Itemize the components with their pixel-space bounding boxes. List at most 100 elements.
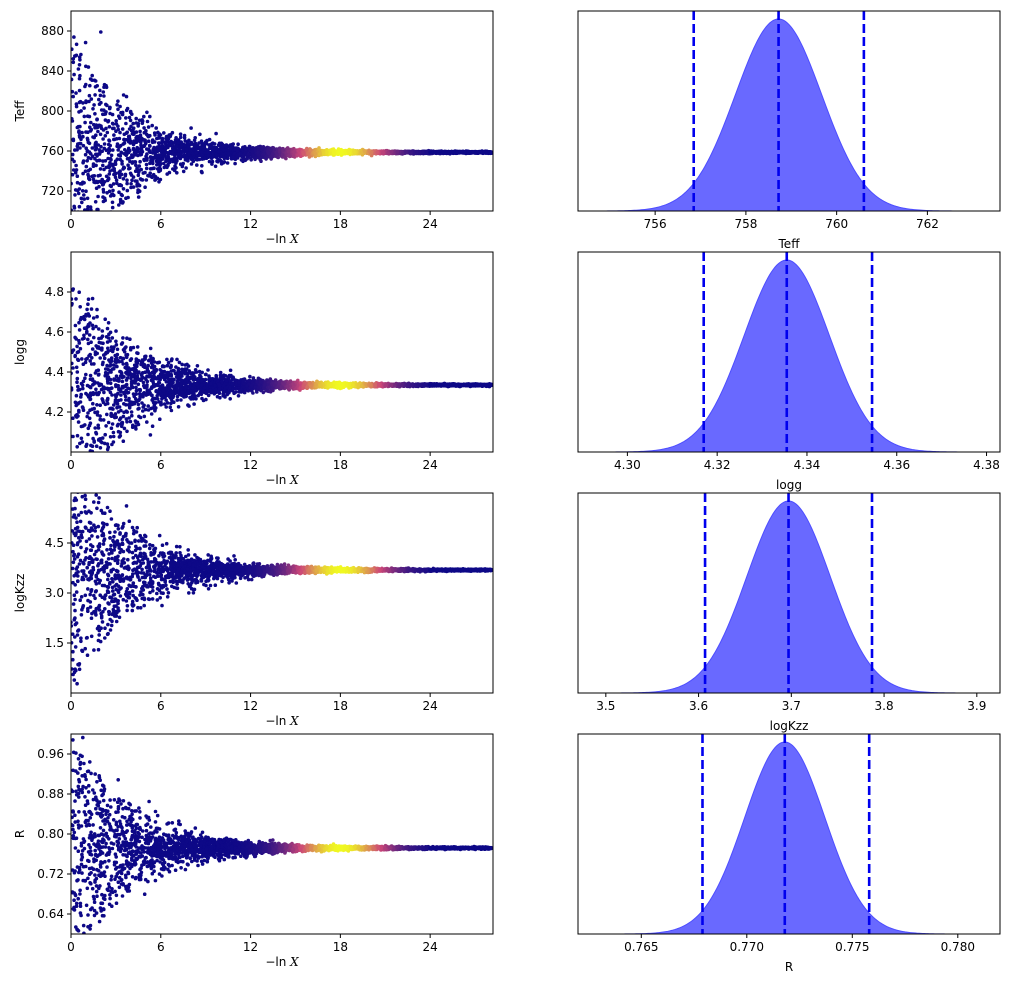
posterior-density-area: [578, 18, 1000, 212]
trace-point: [106, 151, 111, 155]
trace-point: [72, 72, 76, 77]
trace-point: [139, 140, 143, 145]
trace-point: [117, 136, 122, 141]
trace-point: [77, 63, 82, 67]
trace-point: [89, 232, 93, 236]
trace-point: [431, 150, 435, 155]
trace-point: [88, 234, 92, 238]
trace-point: [189, 126, 193, 130]
trace-point: [118, 104, 122, 109]
trace-point: [78, 229, 82, 233]
trace-point: [108, 183, 113, 188]
x-tick-label: 760: [825, 217, 848, 231]
trace-point: [286, 149, 291, 154]
trace-point: [75, 174, 80, 178]
trace-point: [131, 385, 135, 390]
trace-point: [146, 125, 151, 129]
trace-point: [306, 151, 310, 156]
trace-point: [90, 146, 95, 150]
trace-point: [129, 124, 133, 129]
trace-point: [128, 337, 132, 342]
trace-point: [113, 175, 118, 180]
trace-point: [122, 350, 127, 354]
trace-point: [86, 65, 91, 69]
trace-point: [151, 161, 155, 166]
trace-point: [178, 135, 183, 140]
trace-point: [449, 150, 454, 155]
trace-point: [95, 207, 99, 211]
trace-point: [286, 153, 291, 158]
trace-point: [309, 148, 313, 152]
trace-point: [102, 196, 107, 201]
trace-point: [204, 372, 208, 377]
trace-point: [102, 441, 107, 446]
trace-point: [206, 151, 211, 155]
trace-point: [71, 119, 75, 123]
trace-point: [71, 137, 76, 142]
trace-point: [296, 153, 300, 157]
trace-point: [256, 150, 260, 155]
trace-point: [93, 410, 97, 415]
trace-point: [107, 358, 111, 362]
trace-point: [115, 347, 120, 352]
trace-point: [83, 208, 87, 211]
trace-point: [134, 116, 138, 121]
trace-point: [124, 108, 129, 113]
trace-point: [346, 149, 351, 153]
trace-point: [210, 153, 215, 158]
trace-point: [245, 157, 249, 161]
trace-point: [124, 345, 128, 349]
trace-point: [75, 215, 79, 219]
trace-point: [103, 118, 108, 122]
trace-point: [238, 151, 242, 156]
trace-point: [158, 162, 163, 166]
trace-point: [95, 84, 99, 88]
trace-point: [116, 99, 120, 103]
trace-point: [97, 102, 102, 106]
trace-point: [71, 485, 75, 489]
trace-point: [114, 119, 118, 123]
trace-point: [71, 212, 75, 216]
trace-point: [106, 217, 110, 221]
trace-point: [78, 73, 82, 78]
trace-point: [101, 215, 105, 219]
trace-point: [89, 307, 94, 311]
trace-point: [71, 288, 75, 292]
trace-point: [166, 163, 170, 168]
trace-point: [135, 145, 139, 150]
trace-point: [217, 143, 222, 148]
trace-point: [78, 146, 82, 150]
trace-point: [215, 159, 219, 163]
trace-point: [104, 83, 108, 88]
trace-point: [93, 426, 97, 430]
trace-point: [100, 329, 105, 333]
trace-point: [140, 136, 144, 141]
trace-point: [83, 40, 88, 45]
trace-point: [121, 177, 126, 181]
trace-point: [143, 138, 147, 142]
trace-point: [93, 200, 98, 204]
trace-point: [148, 354, 153, 359]
trace-point: [88, 205, 93, 209]
trace-point: [80, 189, 85, 193]
trace-point: [144, 162, 149, 167]
trace-point: [78, 223, 82, 227]
trace-point: [132, 363, 137, 368]
trace-point: [125, 156, 130, 161]
trace-point: [233, 161, 237, 166]
trace-point: [74, 168, 79, 172]
trace-point: [152, 131, 157, 135]
trace-point: [95, 403, 99, 407]
trace-point: [181, 169, 186, 174]
trace-point: [99, 180, 104, 185]
trace-point: [235, 149, 240, 153]
trace-point: [98, 93, 103, 98]
trace-point: [143, 185, 147, 189]
trace-point: [93, 180, 97, 185]
trace-point: [375, 150, 380, 155]
trace-point: [86, 168, 91, 173]
trace-point: [131, 423, 135, 428]
trace-point: [165, 363, 170, 368]
trace-point: [155, 176, 160, 181]
trace-point: [101, 163, 105, 168]
